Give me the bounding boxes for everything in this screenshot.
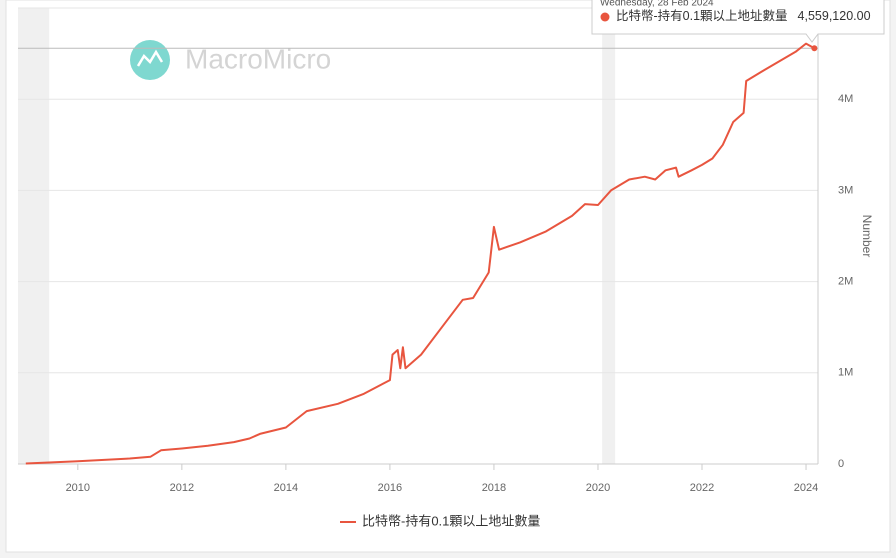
x-tick-label: 2024	[794, 482, 818, 494]
series-line	[25, 42, 815, 465]
legend-label: 比特幣-持有0.1顆以上地址數量	[362, 513, 540, 528]
x-tick-label: 2022	[690, 482, 714, 494]
shaded-range	[602, 8, 616, 464]
tooltip-date: Wednesday, 28 Feb 2024	[600, 0, 714, 9]
tooltip-series: 比特幣-持有0.1顆以上地址數量	[616, 8, 788, 23]
tooltip-box	[591, 0, 885, 43]
y-axis-title: Number	[860, 215, 874, 258]
y-tick-label: 2M	[838, 276, 853, 288]
tooltip-text: 比特幣-持有0.1顆以上地址數量 4,559,120.00	[616, 8, 871, 23]
watermark-icon	[136, 49, 164, 67]
x-tick-label: 2010	[66, 482, 90, 494]
shaded-range	[18, 8, 50, 464]
y-tick-label: 1M	[838, 367, 853, 379]
x-tick-label: 2016	[378, 482, 402, 494]
x-tick-label: 2014	[274, 482, 298, 494]
x-tick-label: 2018	[482, 482, 506, 494]
y-tick-label: 3M	[838, 184, 853, 196]
tooltip-dot	[600, 12, 610, 22]
card	[5, 0, 891, 553]
tooltip-value: 4,559,120.00	[798, 9, 871, 23]
x-tick-label: 2012	[170, 482, 194, 494]
y-tick-label: 4M	[838, 93, 853, 105]
hover-marker	[811, 45, 818, 52]
watermark: MacroMicro	[130, 40, 331, 80]
y-tick-label: 0	[838, 458, 844, 470]
x-tick-label: 2020	[586, 482, 610, 494]
